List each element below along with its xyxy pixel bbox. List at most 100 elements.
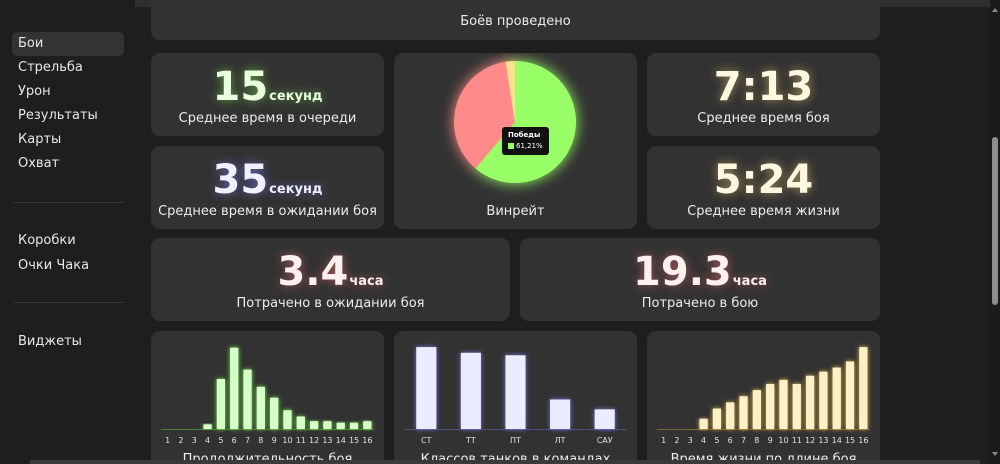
chart-tick-label: 1: [661, 436, 666, 445]
chart-tick-label: 14: [832, 436, 842, 445]
chart-bar[interactable]: [792, 383, 801, 429]
legend-swatch: [508, 143, 514, 149]
avg-life-time-card: 5:24 Среднее время жизни: [647, 146, 880, 229]
vertical-scrollbar[interactable]: [990, 0, 1000, 464]
chart-tick-label: 6: [728, 436, 733, 445]
chart-bar[interactable]: [270, 397, 279, 429]
avg-battle-time-label: Среднее время боя: [697, 111, 830, 126]
chart-bar[interactable]: [203, 424, 212, 429]
chart-bar[interactable]: [805, 375, 815, 429]
chart-tick-label: 12: [805, 436, 815, 445]
sidebar-item-widgets[interactable]: Виджеты: [18, 334, 82, 349]
sidebar-item-battles[interactable]: Бои: [12, 32, 124, 56]
chart-bar[interactable]: [336, 422, 345, 429]
chart-tick-label: 5: [218, 436, 223, 445]
winrate-card: Победы 61,21% Винрейт: [394, 53, 637, 229]
battle-duration-chart-card: 1 2 3 4 5 6 7 8 9 10 11 12 13 14 15 16 Продолжительност…: [151, 331, 384, 464]
chart-tick-label: 13: [322, 436, 332, 445]
chart-bar[interactable]: [845, 361, 855, 429]
pie-slice-2[interactable]: [505, 61, 515, 122]
avg-wait-time-card: 35секунд Среднее время в ожидании боя: [151, 146, 384, 229]
battles-played-card: Боёв проведено: [151, 0, 880, 40]
chart-bar[interactable]: [766, 383, 775, 429]
chart-bar[interactable]: [296, 416, 305, 429]
sidebar-item-reach[interactable]: Охват: [18, 156, 60, 171]
chart-tick-label: 6: [232, 436, 237, 445]
avg-queue-time-value: 15секунд: [212, 64, 323, 110]
spent-battle-label: Потрачено в бою: [641, 296, 759, 311]
pie-slice-1[interactable]: [454, 61, 515, 169]
chart-bar[interactable]: [230, 347, 239, 429]
chart-tick-label: ЛТ: [555, 436, 566, 445]
scroll-down-arrow-icon[interactable]: [992, 452, 998, 456]
chart-bar[interactable]: [739, 396, 748, 429]
chart-bar[interactable]: [363, 421, 372, 429]
avg-life-time-label: Среднее время жизни: [687, 204, 840, 219]
spent-waiting-card: 3.4часа Потрачено в ожидании боя: [151, 238, 510, 321]
avg-battle-time-card: 7:13 Среднее время боя: [647, 53, 880, 136]
chart-bar[interactable]: [505, 355, 526, 429]
chart-bar[interactable]: [256, 386, 265, 429]
pie-slice-0[interactable]: [475, 61, 576, 183]
chart-tick-label: ПТ: [510, 436, 521, 445]
chart-tick-label: 10: [282, 436, 292, 445]
chart-bar[interactable]: [243, 369, 252, 429]
chart-tick-label: 11: [792, 436, 802, 445]
horizontal-scrollbar[interactable]: [30, 460, 980, 464]
chart-bar[interactable]: [550, 399, 571, 429]
chart-bar[interactable]: [699, 418, 708, 429]
winrate-pie-chart[interactable]: [394, 53, 637, 203]
chart-tick-label: 12: [309, 436, 319, 445]
sidebar-item-shooting[interactable]: Стрельба: [18, 60, 83, 75]
chart-bar[interactable]: [712, 408, 722, 429]
chart-bar[interactable]: [832, 367, 841, 429]
chart-bar[interactable]: [726, 402, 735, 429]
winrate-tooltip: Победы 61,21%: [502, 127, 549, 155]
chart-tick-label: 15: [349, 436, 359, 445]
chart-tick-label: 3: [688, 436, 693, 445]
lifetime-by-length-chart-card: 1 2 3 4 5 6 7 8 9 10 11 12 13 14 15 16 Время жизни по д…: [647, 331, 880, 464]
chart-tick-label: 8: [258, 436, 263, 445]
chart-bar[interactable]: [416, 347, 437, 429]
avg-wait-time-label: Среднее время в ожидании боя: [158, 204, 377, 219]
chart-tick-label: 15: [845, 436, 855, 445]
chart-bar[interactable]: [309, 421, 319, 429]
spent-waiting-value: 3.4часа: [277, 249, 384, 295]
chart-bar[interactable]: [859, 347, 868, 429]
avg-battle-time-value: 7:13: [713, 64, 814, 110]
chart-bar[interactable]: [460, 352, 481, 429]
battle-duration-chart: 1 2 3 4 5 6 7 8 9 10 11 12 13 14 15 16: [161, 347, 374, 445]
sidebar: Бои Стрельба Урон Результаты Карты Охват…: [0, 0, 135, 464]
chart-tick-label: СТ: [421, 436, 432, 445]
chart-bar[interactable]: [752, 390, 761, 429]
chart-bar[interactable]: [819, 371, 828, 429]
sidebar-item-boxes[interactable]: Коробки: [18, 233, 76, 248]
chart-bar[interactable]: [323, 421, 332, 429]
sidebar-item-maps[interactable]: Карты: [18, 132, 62, 147]
sidebar-item-results[interactable]: Результаты: [18, 108, 98, 123]
scroll-thumb[interactable]: [992, 137, 998, 305]
sidebar-divider: [14, 202, 124, 203]
chart-tick-label: 4: [205, 436, 210, 445]
chart-tick-label: 4: [701, 436, 706, 445]
sidebar-item-damage[interactable]: Урон: [18, 84, 51, 99]
spent-waiting-label: Потрачено в ожидании боя: [236, 296, 425, 311]
tank-classes-chart: СТ ТТ ПТ ЛТ САУ: [404, 347, 627, 445]
battles-played-label: Боёв проведено: [460, 14, 571, 29]
chart-bar[interactable]: [283, 410, 292, 429]
chart-tick-label: 16: [362, 436, 372, 445]
spent-battle-value: 19.3часа: [633, 249, 767, 295]
chart-bar[interactable]: [594, 409, 615, 429]
chart-tick-label: 9: [272, 436, 277, 445]
chart-bar[interactable]: [349, 422, 359, 429]
chart-bar[interactable]: [779, 379, 788, 429]
chart-tick-label: 11: [296, 436, 306, 445]
spent-battle-card: 19.3часа Потрачено в бою: [520, 238, 880, 321]
sidebar-item-chuck-points[interactable]: Очки Чака: [18, 258, 90, 273]
chart-bar[interactable]: [216, 378, 226, 429]
lifetime-by-length-chart: 1 2 3 4 5 6 7 8 9 10 11 12 13 14 15 16: [657, 347, 870, 445]
avg-queue-time-card: 15секунд Среднее время в очереди: [151, 53, 384, 136]
scroll-up-arrow-icon[interactable]: [992, 8, 998, 12]
tank-classes-chart-card: СТ ТТ ПТ ЛТ САУ Классов танков в командах: [394, 331, 637, 464]
chart-tick-label: 7: [741, 436, 746, 445]
